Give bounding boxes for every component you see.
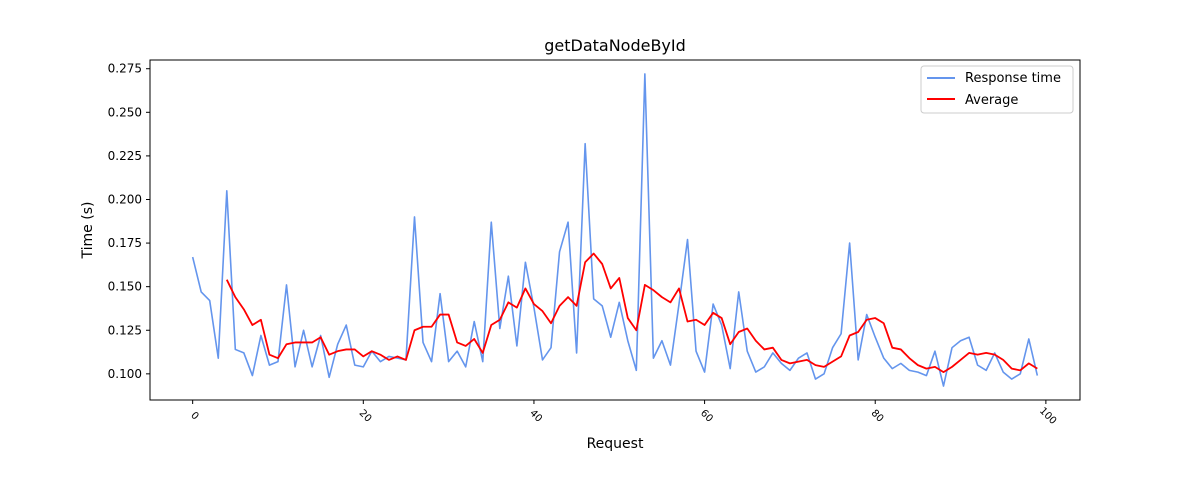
plot-frame — [149, 59, 1081, 401]
average-line — [225, 252, 1038, 374]
y-tick-label: 0.275 — [108, 62, 142, 76]
response-time-line — [191, 73, 1039, 387]
y-axis: 0.100 0.125 0.150 0.175 0.200 0.225 0.250 0.275 — [108, 62, 150, 381]
y-axis-title: Time (s) — [80, 202, 96, 260]
y-tick-label: 0.150 — [108, 280, 142, 294]
y-tick-label: 0.100 — [108, 367, 142, 381]
x-tick-label: 0 — [188, 410, 200, 422]
x-tick-label: 60 — [698, 408, 715, 425]
legend-label-average: Average — [965, 93, 1018, 108]
y-tick-label: 0.225 — [108, 149, 142, 163]
legend-box — [920, 65, 1074, 114]
y-tick-label: 0.175 — [108, 236, 142, 250]
y-tick-label: 0.125 — [108, 323, 142, 337]
x-axis: 0 20 40 60 80 100 — [188, 400, 1058, 427]
chart-title: getDataNodeById — [544, 36, 686, 55]
y-tick-label: 0.200 — [108, 192, 142, 206]
legend: Response time Average — [920, 65, 1074, 114]
legend-label-response-time: Response time — [965, 71, 1061, 86]
series-layer — [191, 73, 1039, 387]
x-tick-label: 100 — [1037, 406, 1058, 427]
y-tick-label: 0.250 — [108, 105, 142, 119]
x-axis-title: Request — [587, 436, 644, 452]
x-tick-label: 40 — [527, 408, 544, 425]
plot-area: 0 20 40 60 80 100 0.1000.1250.1500.1750.2000.… — [108, 59, 1081, 427]
x-tick-label: 20 — [357, 408, 374, 425]
x-tick-label: 80 — [869, 408, 886, 425]
